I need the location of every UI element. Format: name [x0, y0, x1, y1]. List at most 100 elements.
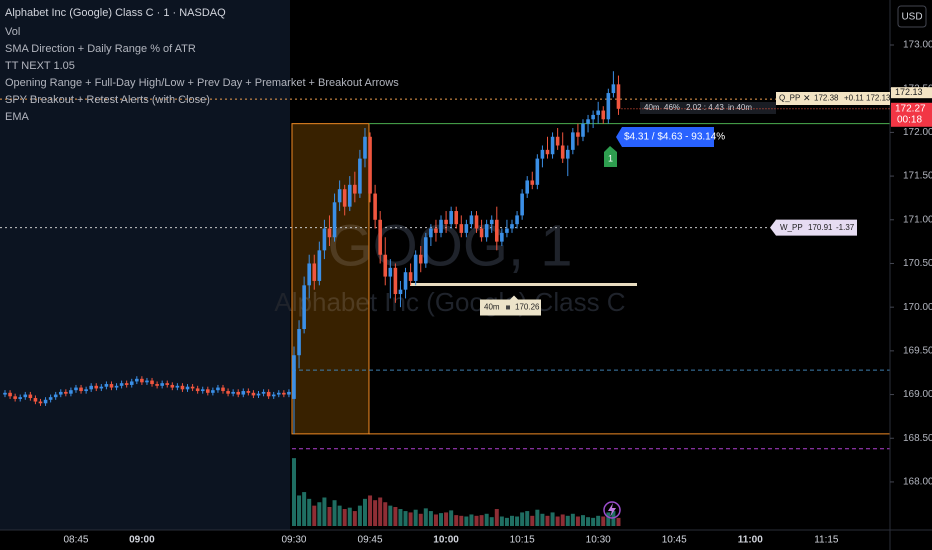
- candle-body: [287, 391, 291, 395]
- trade-label: $4.31 / $4.63 - 93.14%: [624, 132, 725, 143]
- candle-body: [505, 228, 509, 233]
- legend-line: SPY Breakout + Retest Alerts (with Close…: [5, 94, 210, 106]
- watermark-symbol: GOOG, 1: [328, 213, 573, 278]
- stats-box: [640, 102, 776, 114]
- candle-body: [185, 386, 190, 390]
- y-tick-label: 172.00: [903, 127, 932, 138]
- volume-bar: [449, 510, 454, 526]
- candle-body: [84, 389, 88, 392]
- q-pp-price: 172.38: [814, 94, 839, 103]
- candle-body: [206, 389, 210, 393]
- candle-body: [586, 119, 590, 124]
- q-pp-tag: [776, 92, 890, 105]
- y-tick-label: 170.00: [903, 302, 932, 313]
- last-price-label: 172.27: [895, 103, 926, 114]
- candle-body: [79, 387, 83, 392]
- stats-text: 46%: [664, 103, 680, 112]
- candle-body: [236, 391, 241, 395]
- candle-body: [540, 149, 545, 159]
- candle-body: [500, 232, 504, 242]
- candle-body: [322, 228, 327, 251]
- volume-bar: [312, 505, 317, 526]
- candle-body: [535, 158, 540, 185]
- volume-bar: [317, 502, 322, 526]
- candle-body: [474, 215, 479, 229]
- w-pp-tag: [770, 219, 857, 236]
- volume-bar: [291, 458, 296, 526]
- legend-line: EMA: [5, 111, 30, 123]
- alert-circle[interactable]: [603, 501, 621, 519]
- volume-bar: [418, 513, 423, 526]
- candle-body: [596, 110, 600, 115]
- candle-body: [104, 384, 109, 387]
- volume-bar: [378, 497, 383, 526]
- alert-icon[interactable]: [603, 501, 621, 519]
- volume-bar: [520, 512, 525, 526]
- currency-button[interactable]: USD: [897, 5, 927, 28]
- candle-body: [444, 219, 448, 225]
- x-tick-label: 10:30: [586, 535, 611, 546]
- candle-body: [484, 224, 489, 238]
- candle-body: [525, 180, 530, 194]
- x-tick-label: 11:00: [738, 535, 763, 546]
- candle-body: [494, 219, 499, 242]
- candle-body: [18, 397, 23, 399]
- volume-bar: [596, 515, 601, 526]
- volume-bar: [474, 515, 479, 526]
- stats-text: in 40m: [728, 103, 752, 112]
- alert-bolt[interactable]: [608, 503, 616, 517]
- candle-body: [23, 394, 28, 398]
- candle-body: [292, 355, 296, 399]
- candle-body: [307, 263, 311, 286]
- candle-body: [297, 329, 301, 356]
- volume-bar: [383, 502, 388, 526]
- candle-body: [175, 385, 180, 388]
- candle-body: [347, 184, 352, 207]
- candle-body: [69, 390, 73, 394]
- candle-body: [418, 254, 423, 264]
- volume-bar: [403, 511, 408, 526]
- y-tick-label: 173.00: [903, 40, 932, 51]
- candle-body: [565, 149, 570, 159]
- candle-body: [383, 254, 388, 277]
- candle-body: [53, 394, 58, 398]
- candle-body: [489, 219, 494, 225]
- candle-body: [317, 250, 322, 281]
- volume-bar: [302, 492, 307, 526]
- premarket-shade: [0, 0, 290, 530]
- x-tick-label: 10:00: [433, 535, 459, 546]
- volume-bar: [454, 515, 459, 526]
- candle-body: [424, 237, 428, 264]
- volume-bar: [586, 517, 591, 526]
- volume-bar: [444, 512, 449, 526]
- x-tick-label: 10:45: [662, 535, 687, 546]
- candle-body: [571, 132, 575, 150]
- candle-body: [454, 211, 459, 225]
- watermark-name: Alphabet Inc (Google) Class C: [274, 287, 625, 317]
- candle-body: [89, 385, 93, 390]
- last-price-box: [891, 102, 932, 127]
- currency-box[interactable]: [897, 5, 927, 28]
- candle-body: [479, 228, 484, 238]
- opening-range-box: [291, 123, 370, 435]
- candle-body: [43, 399, 48, 404]
- w-pp-price: 170.91: [808, 223, 833, 232]
- x-tick-label: 10:15: [510, 535, 535, 546]
- stats-text: 2.02 : 4.43: [686, 103, 724, 112]
- candle-body: [276, 392, 281, 395]
- q-pp-axis-box: [891, 87, 932, 99]
- candle-body: [94, 385, 99, 389]
- candle-body: [190, 386, 195, 389]
- q-pp-low: 172.13: [866, 94, 891, 103]
- candle-body: [591, 114, 595, 120]
- volume-bar: [580, 515, 585, 526]
- candle-body: [145, 380, 149, 383]
- volume-bar: [525, 511, 530, 526]
- currency[interactable]: USD: [901, 12, 922, 23]
- candle-body: [378, 219, 382, 255]
- volume-bar: [428, 511, 433, 526]
- candle-body: [342, 189, 347, 207]
- premarket-tag: [480, 295, 541, 316]
- y-tick-label: 168.50: [903, 433, 932, 444]
